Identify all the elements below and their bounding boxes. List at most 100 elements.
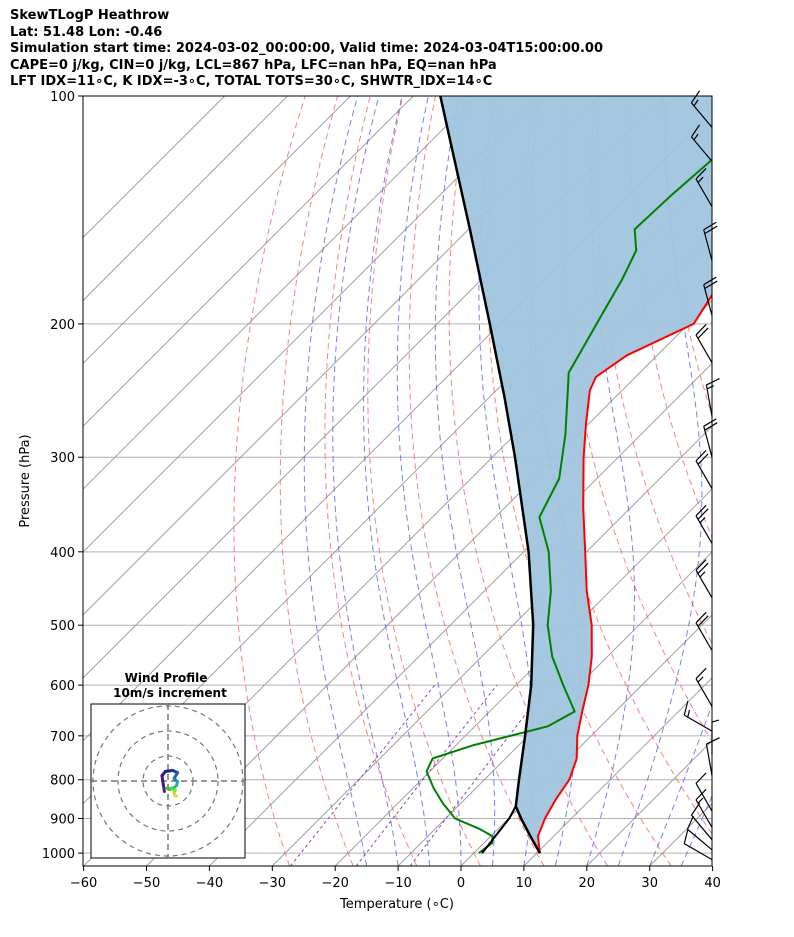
- y-tick-label: 100: [50, 90, 75, 105]
- wind-barb: [695, 611, 713, 651]
- barb-flag: [697, 615, 709, 627]
- barb-flag: [697, 508, 709, 520]
- moist-adiabat-line: [362, 96, 431, 866]
- barb-half-flag: [697, 797, 704, 804]
- dry-adiabat-line: [233, 96, 306, 866]
- y-tick-label: 400: [50, 546, 75, 561]
- barb-staff: [703, 426, 713, 458]
- barb-staff: [695, 678, 713, 707]
- y-tick-label: 300: [50, 451, 75, 466]
- moist-adiabat-line: [586, 96, 635, 866]
- y-tick-label: 500: [50, 619, 75, 634]
- dry-adiabat-line: [279, 96, 354, 866]
- x-tick-label: −40: [196, 876, 223, 891]
- barb-flag: [704, 422, 718, 431]
- barb-staff: [695, 569, 713, 599]
- wind-barb: [690, 90, 713, 128]
- isotherm-line: [83, 96, 477, 490]
- y-tick-label: 800: [50, 774, 75, 789]
- wind-barb: [705, 737, 720, 776]
- isotherm-line: [83, 96, 351, 365]
- wind-barb: [690, 802, 713, 841]
- hodograph-ring: [142, 755, 194, 807]
- wind-barb: [695, 788, 713, 828]
- dry-adiabat-line: [629, 96, 712, 539]
- isotherm-line: [523, 677, 712, 866]
- wind-barb: [686, 815, 713, 851]
- isotherm-line: [713, 96, 794, 866]
- barb-staff: [695, 178, 713, 207]
- barb-half-flag: [706, 385, 714, 390]
- cin-shading: [440, 96, 712, 854]
- y-axis-label: Pressure (hPa): [18, 434, 33, 527]
- barb-half-flag: [699, 517, 706, 524]
- barb-flag: [690, 124, 701, 138]
- barb-half-flag: [693, 99, 699, 107]
- barb-flag: [695, 168, 707, 180]
- dry-adiabat-line: [408, 96, 545, 866]
- barb-staff: [695, 783, 713, 812]
- barb-half-flag: [711, 719, 720, 723]
- time-line: Simulation start time: 2024-03-02_00:00:…: [10, 41, 603, 56]
- barb-staff: [695, 460, 713, 489]
- barb-flag: [704, 280, 718, 290]
- barb-staff: [703, 229, 713, 261]
- barb-staff: [695, 622, 713, 651]
- barb-flag: [703, 276, 717, 286]
- dewpoint-profile-line: [425, 158, 712, 854]
- mixing-ratio-line: [355, 684, 498, 866]
- hodograph-segment: [173, 793, 178, 798]
- barb-staff: [695, 799, 713, 828]
- barb-flag: [695, 559, 707, 571]
- wind-barbs: [683, 90, 720, 861]
- convective-indices-line: CAPE=0 j/kg, CIN=0 j/kg, LCL=867 hPa, LF…: [10, 57, 497, 73]
- wind-barb: [695, 772, 713, 812]
- moist-adiabat-line: [396, 96, 462, 866]
- barb-staff: [695, 515, 713, 544]
- wind-barb: [690, 124, 713, 162]
- barb-flag: [697, 562, 709, 574]
- wind-barb: [683, 700, 713, 732]
- barb-flag: [690, 802, 701, 816]
- barb-flag: [695, 788, 707, 801]
- temperature-profile-line: [536, 293, 712, 854]
- x-tick-label: 20: [579, 876, 596, 891]
- moist-adiabat-line: [303, 96, 368, 866]
- wind-barb: [695, 168, 713, 207]
- x-tick-label: −60: [70, 876, 97, 891]
- hodograph-ring: [117, 730, 219, 832]
- y-tick-label: 200: [50, 318, 75, 333]
- wind-barb: [711, 719, 720, 755]
- dry-adiabat-line: [324, 96, 418, 866]
- chart-header: SkewTLogP Heathrow Lat: 51.48 Lon: -0.46…: [10, 8, 603, 91]
- wind-barb: [703, 418, 718, 458]
- barb-half-flag: [687, 709, 691, 718]
- barb-staff: [687, 828, 713, 851]
- barb-flag: [695, 611, 707, 624]
- moist-adiabat-line: [617, 96, 703, 866]
- dry-adiabat-line: [367, 96, 481, 866]
- barb-half-flag: [693, 133, 699, 141]
- moist-adiabat-line: [713, 96, 794, 866]
- wind-barb: [705, 378, 720, 417]
- wind-barb: [695, 559, 713, 599]
- barb-staff: [683, 843, 713, 861]
- wind-barb: [703, 221, 718, 261]
- location-line: Lat: 51.48 Lon: -0.46: [10, 24, 163, 40]
- isotherm-line: [83, 96, 225, 239]
- x-tick-label: −10: [384, 876, 411, 891]
- inset-subtitle: 10m/s increment: [113, 686, 227, 700]
- wind-barb: [695, 667, 713, 707]
- barb-half-flag: [699, 571, 706, 578]
- barb-flag: [697, 327, 709, 339]
- barb-flag: [695, 772, 707, 784]
- barb-half-flag: [697, 676, 704, 683]
- x-tick-label: −50: [133, 876, 160, 891]
- hodograph-ring: [92, 705, 244, 857]
- stability-indices-line: LFT IDX=11∘C, K IDX=-3∘C, TOTAL TOTS=30∘…: [10, 74, 493, 89]
- dry-adiabat-line: [448, 96, 609, 866]
- cape-fill-layer: [440, 96, 712, 854]
- x-tick-label: −30: [259, 876, 286, 891]
- plot-frame: [82, 95, 713, 867]
- isotherm-line: [83, 96, 288, 302]
